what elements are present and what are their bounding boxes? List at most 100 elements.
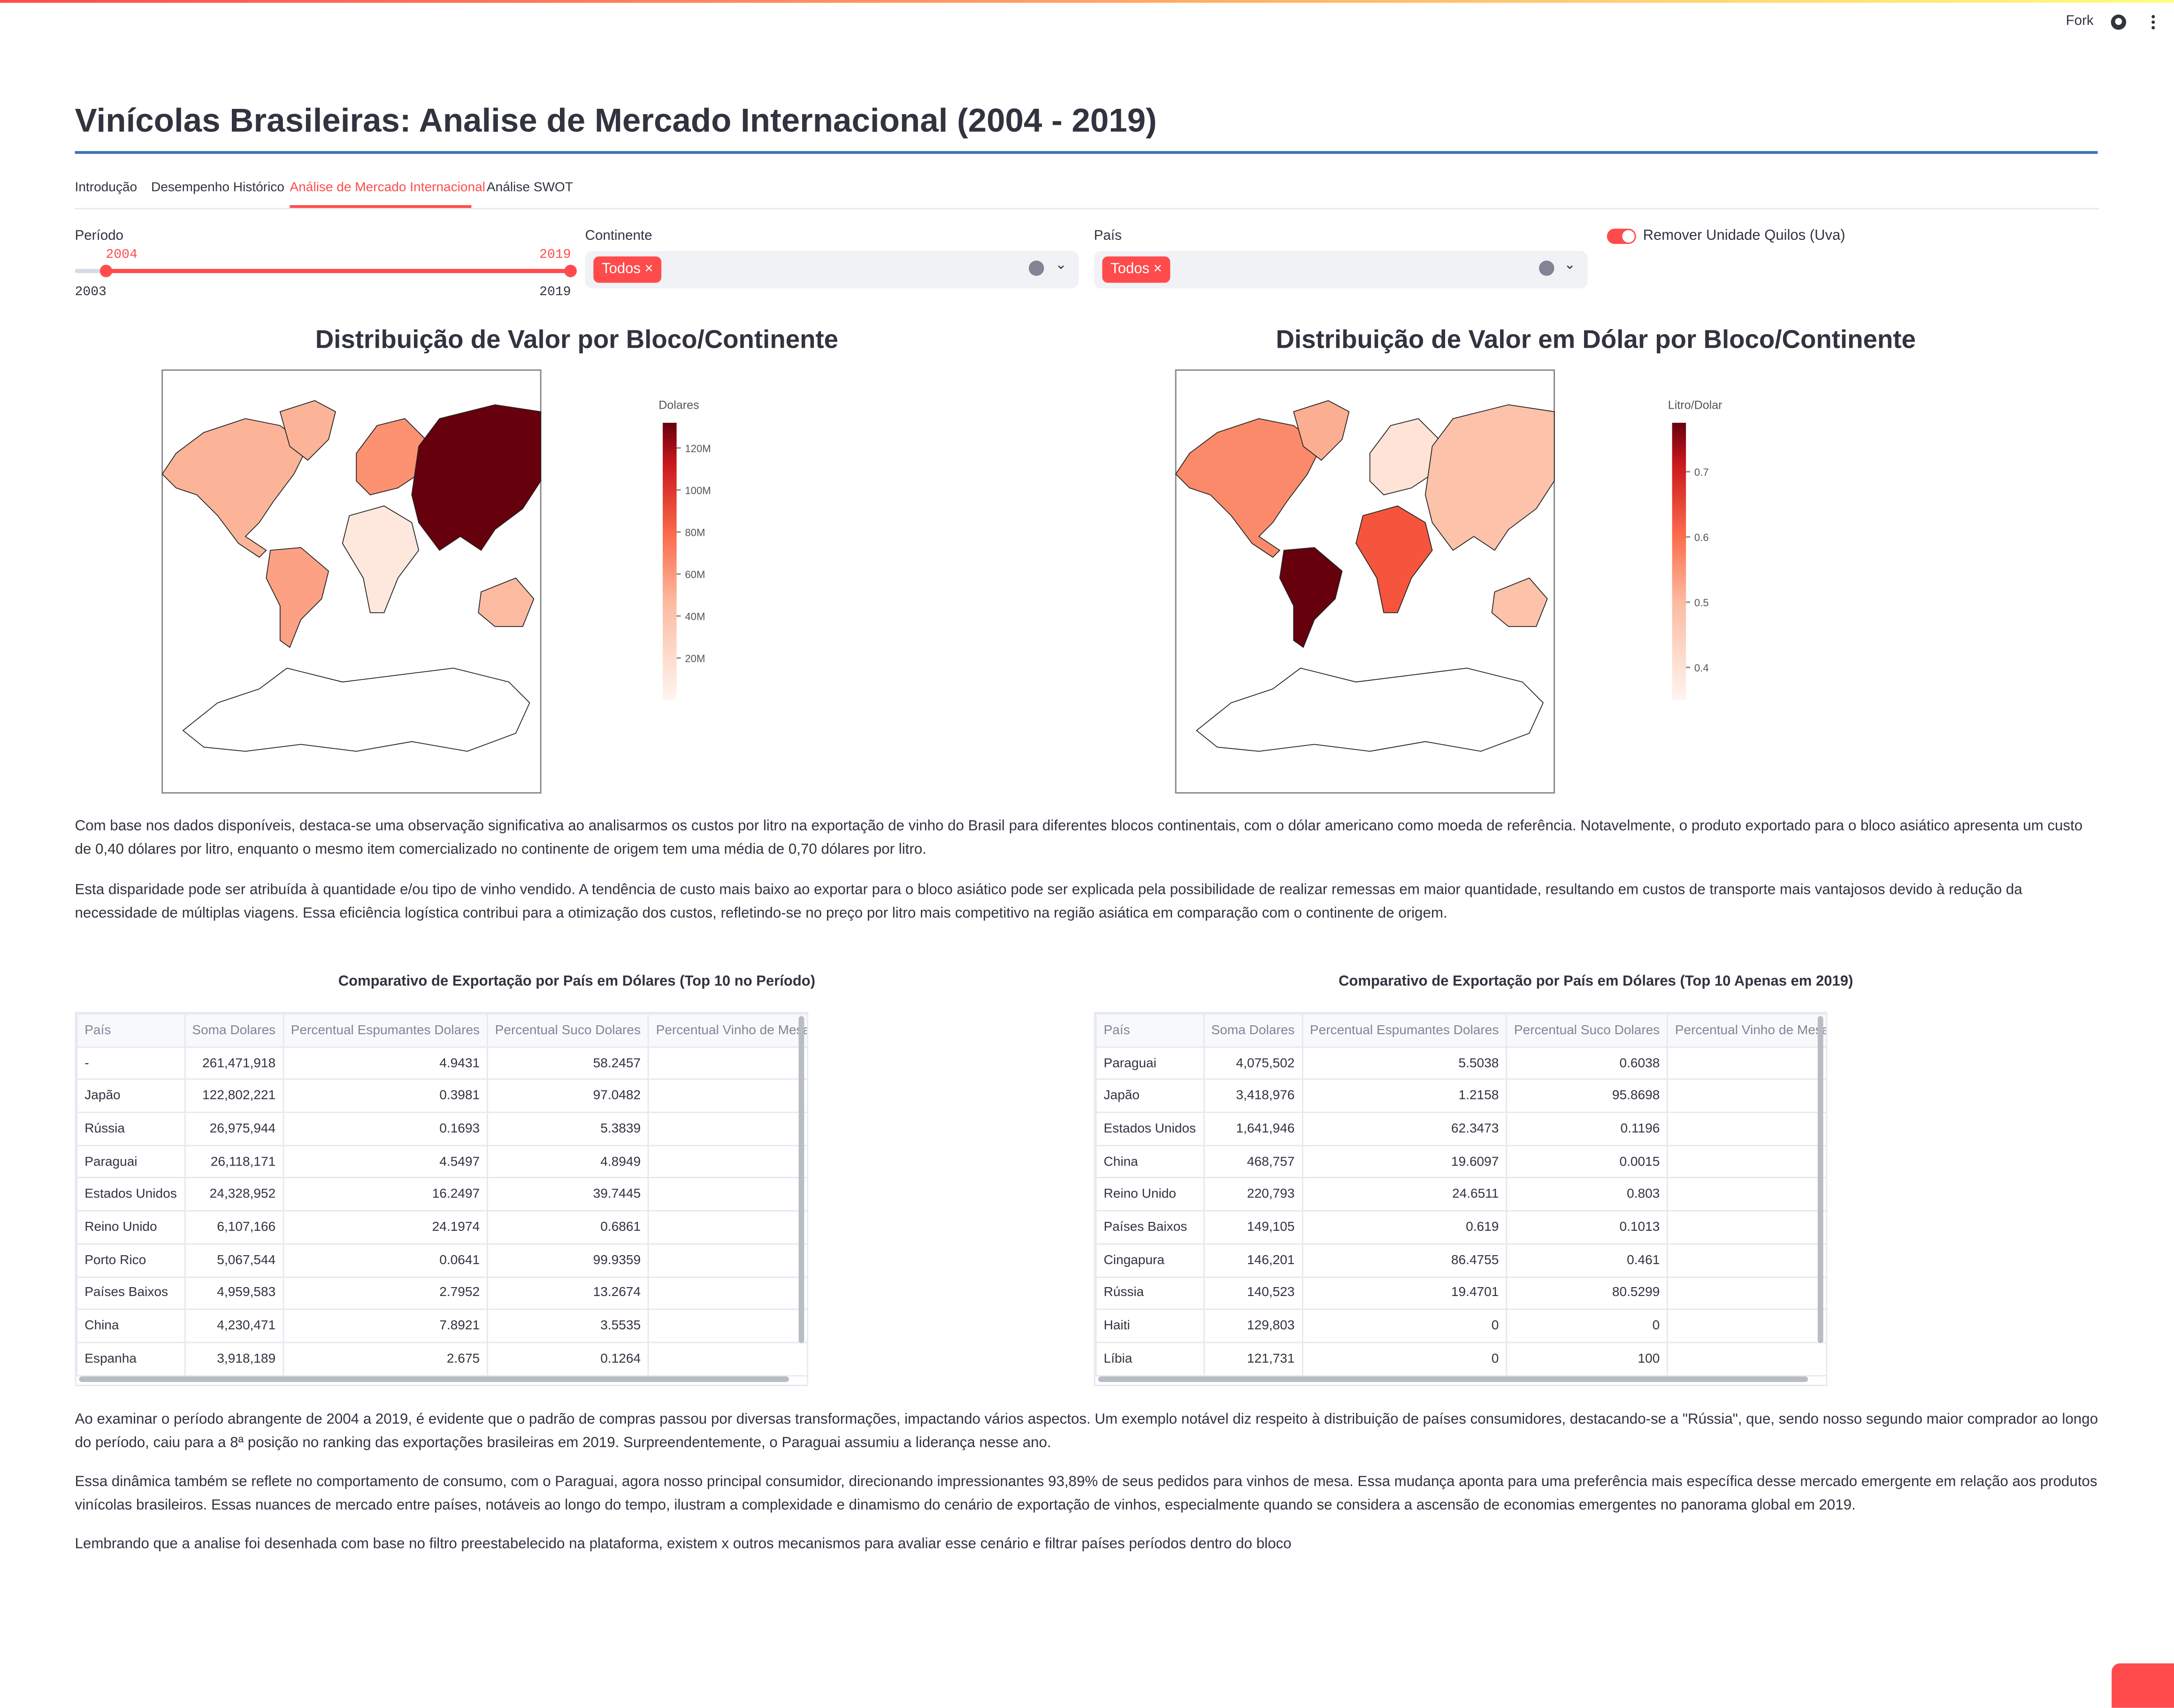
continent — [1491, 577, 1548, 627]
table: País Soma Dolares Percentual Espumantes Do… — [76, 1013, 807, 1376]
table-cell: Porto Rico — [76, 1243, 185, 1278]
slider-selected — [106, 269, 570, 273]
table-cell: 2.675 — [282, 1342, 488, 1376]
continent — [182, 667, 530, 752]
table-cell: 94.4468 — [647, 1112, 807, 1146]
colorbar-tick-label: 60M — [685, 569, 705, 580]
table-cell: 4.8949 — [486, 1144, 649, 1179]
table-cell: 6,107,166 — [184, 1210, 284, 1245]
colorbar-tick-label: 80M — [685, 527, 705, 539]
table-row: Estados Unidos1,641,94662.34730.119637.5… — [1095, 1112, 1826, 1146]
streamlit-badge[interactable] — [2112, 1663, 2174, 1708]
continent — [411, 404, 541, 551]
tab[interactable]: Desempenho Histórico — [151, 180, 284, 196]
table-cell: 4.9431 — [282, 1046, 488, 1081]
table-cell: 149,105 — [1202, 1210, 1303, 1245]
table-cell: 0 — [1301, 1342, 1508, 1376]
table-title: Comparativo de Exportação por País em Dó… — [338, 973, 816, 990]
table-cell: 0.1264 — [486, 1342, 649, 1376]
data-table[interactable]: País Soma Dolares Percentual Espumantes Do… — [1094, 1012, 1828, 1387]
table-cell: Cingapura — [1095, 1243, 1204, 1278]
dropdown-icon[interactable]: ⌄ — [1564, 258, 1576, 273]
tab[interactable]: Introdução — [75, 180, 138, 196]
column-header[interactable]: País — [76, 1013, 185, 1048]
table-cell: 95.8698 — [1506, 1079, 1669, 1113]
table-cell: Países Baixos — [76, 1276, 185, 1311]
table-cell: 4,959,583 — [184, 1276, 284, 1311]
table-cell: 0.619 — [1301, 1210, 1508, 1245]
table-cell: Rússia — [1095, 1276, 1204, 1311]
table-cell: 3,418,976 — [1202, 1079, 1303, 1113]
toggle-label: Remover Unidade Quilos (Uva) — [1643, 227, 1845, 244]
toggle-switch[interactable] — [1607, 229, 1636, 244]
colorbar-tick-label: 0.5 — [1694, 597, 1709, 609]
table-cell: 4,230,471 — [184, 1309, 284, 1343]
column-header[interactable]: Soma Dolares — [1202, 1013, 1303, 1048]
table-cell: 129,803 — [1202, 1309, 1303, 1343]
world-map — [161, 369, 542, 794]
tab[interactable]: Análise SWOT — [486, 180, 573, 196]
menu-icon[interactable] — [2149, 14, 2158, 30]
table-cell: Japão — [1095, 1079, 1204, 1113]
table-cell: 99.2797 — [1667, 1210, 1826, 1245]
country-select[interactable]: Todos × ⌄ — [1094, 251, 1588, 289]
dropdown-icon[interactable]: ⌄ — [1055, 258, 1067, 273]
title-rule — [75, 151, 2098, 154]
table-row: Estados Unidos24,328,95216.249739.744544… — [76, 1177, 807, 1212]
table-cell: 74.5458 — [1667, 1177, 1826, 1212]
clear-icon[interactable] — [1539, 260, 1554, 276]
country-chip[interactable]: Todos × — [1102, 256, 1171, 283]
column-header[interactable]: Percentual Espumantes Dolares — [282, 1013, 488, 1048]
column-header[interactable]: Percentual Suco Dolares — [1506, 1013, 1669, 1048]
scrollbar-v — [1817, 1016, 1823, 1343]
continent-select[interactable]: Todos × ⌄ — [585, 251, 1079, 289]
column-header[interactable]: País — [1095, 1013, 1204, 1048]
table-cell: Países Baixos — [1095, 1210, 1204, 1245]
maps-layer: Dolares 20M 40M 60M 80M 100M 120M Litro/Dolar 0.… — [161, 369, 1722, 794]
column-header[interactable]: Percentual Vinho de Mesa Dolares — [1667, 1013, 1826, 1048]
continent-label: Continente — [585, 229, 652, 244]
slider-thumb[interactable] — [100, 265, 112, 277]
column-header[interactable]: Percentual Suco Dolares — [486, 1013, 649, 1048]
column-header[interactable]: Soma Dolares — [184, 1013, 284, 1048]
table-cell: Estados Unidos — [1095, 1112, 1204, 1146]
table-cell: 100 — [1667, 1309, 1826, 1343]
colorbar — [663, 423, 677, 700]
table-cell: 121,731 — [1202, 1342, 1303, 1376]
page-title: Vinícolas Brasileiras: Analise de Mercad… — [75, 102, 1157, 140]
slider-limit: 2019 — [539, 284, 571, 300]
data-table[interactable]: País Soma Dolares Percentual Espumantes Do… — [75, 1012, 809, 1387]
table-cell: 3,918,189 — [184, 1342, 284, 1376]
github-icon[interactable] — [2110, 14, 2127, 30]
clear-icon[interactable] — [1028, 260, 1044, 276]
scrollbar-v — [798, 1016, 804, 1343]
table-cell: 468,757 — [1202, 1144, 1303, 1179]
column-header[interactable]: Percentual Espumantes Dolares — [1301, 1013, 1508, 1048]
table-cell: 93.8924 — [1667, 1046, 1826, 1081]
continent-chip[interactable]: Todos × — [593, 256, 662, 283]
colorbar-title: Litro/Dolar — [1668, 398, 1722, 412]
table-cell: 0.1013 — [1506, 1210, 1669, 1245]
header-row: País Soma Dolares Percentual Espumantes Do… — [1095, 1013, 1826, 1048]
table-cell: 97.1986 — [647, 1342, 807, 1376]
table-cell: 58.2457 — [486, 1046, 649, 1081]
column-header[interactable]: Percentual Vinho de Mesa Dolares — [647, 1013, 807, 1048]
continent — [1175, 418, 1322, 558]
table-cell: 0 — [1506, 1309, 1669, 1343]
colorbar-tick-label: 100M — [685, 485, 711, 496]
paragraph: Com base nos dados disponíveis, destaca-… — [75, 817, 2083, 858]
table-title: Comparativo de Exportação por País em Dó… — [1338, 973, 1853, 990]
slider-thumb[interactable] — [563, 265, 576, 277]
slider-value: 2019 — [539, 246, 571, 262]
table-cell: Estados Unidos — [76, 1177, 185, 1212]
table-cell: 0 — [1667, 1276, 1826, 1311]
fork-button[interactable]: Fork — [2066, 14, 2094, 30]
colorbar-title: Dolares — [658, 398, 699, 412]
table-cell: 140,523 — [1202, 1276, 1303, 1311]
tab[interactable]: Análise de Mercado Internacional — [290, 180, 485, 196]
